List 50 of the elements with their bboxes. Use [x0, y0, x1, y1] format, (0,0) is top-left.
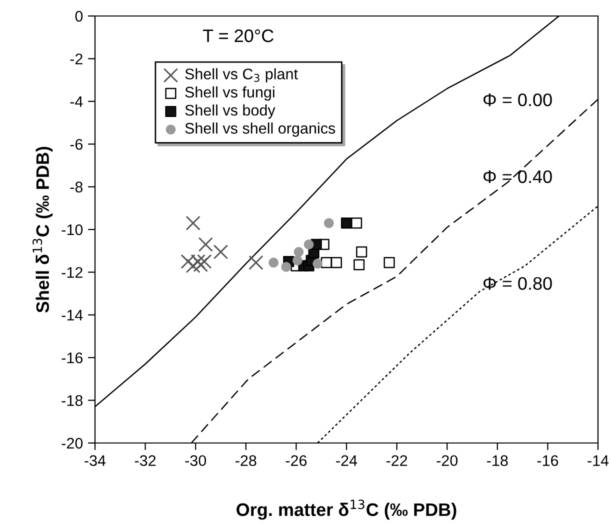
point — [312, 258, 322, 269]
y-tick-label: -14 — [62, 310, 83, 320]
point — [354, 259, 365, 270]
point — [384, 257, 395, 268]
x-tick-label: -30 — [185, 455, 206, 466]
y-tick-label: -2 — [70, 54, 82, 64]
x-tick-label: -34 — [84, 455, 106, 466]
annotation: T = 20°C — [202, 29, 274, 42]
x-tick-label: -16 — [537, 455, 558, 466]
legend-label: Shell vs fungi — [185, 86, 274, 101]
point — [213, 244, 228, 260]
x-tick-label: -18 — [487, 455, 508, 466]
point — [281, 262, 292, 272]
y-tick-label: -8 — [70, 182, 83, 192]
point — [268, 258, 278, 268]
annotation: Φ = 0.00 — [483, 93, 552, 106]
y-tick-label: -6 — [70, 138, 83, 150]
point — [198, 237, 214, 252]
point — [186, 216, 200, 230]
y-tick-label: -12 — [62, 267, 82, 278]
x-tick-label: -26 — [286, 455, 307, 466]
point — [292, 256, 302, 266]
y-tick-label: 0 — [75, 10, 83, 22]
point — [351, 218, 362, 229]
annotation: Φ = 0.40 — [483, 170, 552, 184]
point — [356, 246, 368, 258]
x-tick-label: -32 — [134, 455, 156, 466]
point — [324, 218, 334, 228]
point — [330, 257, 342, 268]
point — [248, 255, 264, 270]
point — [304, 240, 314, 250]
point — [340, 218, 352, 229]
point — [294, 247, 304, 257]
y-tick-label: -16 — [62, 352, 83, 364]
x-tick-label: -28 — [236, 455, 256, 466]
y-tick-label: -18 — [62, 395, 83, 406]
legend-label: Shell vs C$_{3}$ plant — [185, 68, 298, 82]
y-tick-label: -4 — [70, 96, 83, 107]
x-tick-label: -22 — [386, 455, 408, 466]
legend-label: Shell vs shell organics — [185, 122, 336, 137]
x-tick-label: -14 — [588, 455, 609, 466]
y-tick-label: -20 — [62, 438, 83, 449]
legend-label: Shell vs body — [185, 104, 276, 119]
annotation: Φ = 0.80 — [483, 277, 552, 290]
x-axis-title: Org. matter δ$^{13}$C (‰ PDB) — [236, 500, 456, 520]
y-axis-title: Shell δ$^{13}$C (‰ PDB) — [32, 146, 53, 313]
y-tick-label: -10 — [62, 224, 83, 236]
point — [186, 258, 200, 274]
x-tick-label: -24 — [336, 455, 358, 466]
x-tick-label: -20 — [436, 455, 458, 466]
